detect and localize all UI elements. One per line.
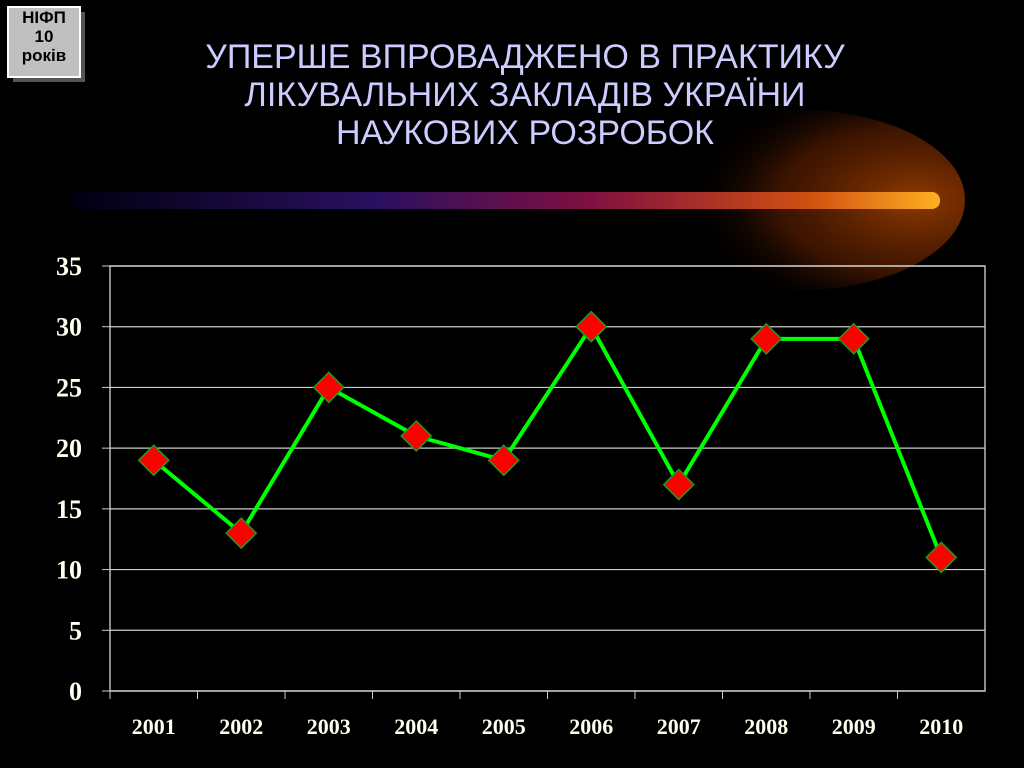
x-tick-label: 2005 bbox=[482, 714, 526, 739]
y-tick-label: 0 bbox=[69, 677, 82, 706]
marker bbox=[487, 444, 520, 477]
x-tick-label: 2004 bbox=[394, 714, 438, 739]
x-tick-label: 2010 bbox=[919, 714, 963, 739]
marker bbox=[400, 419, 433, 453]
badge-text: НІФП bbox=[22, 8, 66, 27]
title: УПЕРШЕ ВПРОВАДЖЕНО В ПРАКТИКУ bbox=[205, 38, 845, 76]
badge-text: 10 bbox=[35, 27, 54, 46]
marker bbox=[750, 322, 783, 355]
y-tick-label: 5 bbox=[69, 616, 82, 645]
y-tick-label: 20 bbox=[56, 434, 82, 463]
x-tick-label: 2006 bbox=[569, 714, 613, 739]
x-tick-label: 2007 bbox=[657, 714, 701, 739]
y-tick-label: 15 bbox=[56, 495, 82, 524]
y-tick-label: 25 bbox=[56, 373, 82, 402]
marker bbox=[137, 444, 170, 477]
marker bbox=[925, 541, 958, 574]
marker bbox=[662, 468, 695, 501]
line bbox=[152, 324, 944, 559]
marker bbox=[225, 517, 258, 550]
x-tick-label: 2003 bbox=[307, 714, 351, 739]
badge-text: років bbox=[22, 46, 66, 65]
y-tick-label: 30 bbox=[56, 313, 82, 342]
marker bbox=[837, 322, 870, 355]
badge bbox=[7, 6, 81, 78]
y-tick-label: 35 bbox=[56, 252, 82, 281]
x-tick-label: 2008 bbox=[744, 714, 788, 739]
title: ЛІКУВАЛЬНИХ ЗАКЛАДІВ УКРАЇНИ bbox=[245, 76, 806, 114]
comet-bar bbox=[70, 192, 940, 209]
x-tick-label: 2002 bbox=[219, 714, 263, 739]
title: НАУКОВИХ РОЗРОБОК bbox=[336, 114, 714, 152]
marker bbox=[575, 310, 608, 343]
marker bbox=[312, 371, 345, 404]
x-tick-label: 2001 bbox=[132, 714, 176, 739]
x-tick-label: 2009 bbox=[832, 714, 876, 739]
y-tick-label: 10 bbox=[56, 556, 82, 585]
